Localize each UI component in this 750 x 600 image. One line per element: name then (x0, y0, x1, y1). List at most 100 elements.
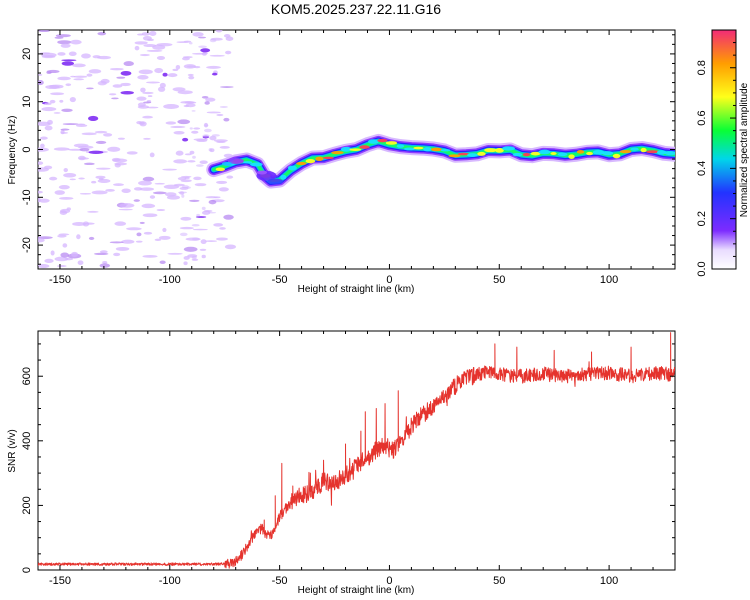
spectrogram-noise-patch (96, 167, 111, 170)
spectrogram-noise-patch (54, 256, 69, 262)
spectrogram-ridge-core (250, 162, 263, 167)
spectrogram-noise-patch (172, 68, 179, 72)
spectrogram-noise-patch (204, 124, 209, 127)
spectrogram-ridge-core (287, 165, 297, 171)
snr-x-tick-label: 50 (493, 575, 505, 587)
spectrogram-noise-patch (215, 30, 223, 33)
spectrogram-noise-patch (60, 43, 71, 48)
spectrogram-noise-patch (183, 261, 188, 266)
spectrogram-ridge-core (592, 150, 605, 155)
spectrogram-noise-patch (64, 257, 74, 261)
spectrogram-x-tick-label: 0 (386, 274, 392, 286)
spectrogram-noise-patch (109, 241, 124, 244)
spectrogram-noise-patch (192, 32, 204, 37)
spectrogram-noise-patch (189, 41, 193, 45)
spectrogram-noise-patch (191, 130, 199, 134)
spectrogram-noise-patch (205, 97, 216, 102)
spectrogram-noise-patch (208, 199, 217, 205)
spectrogram-noise-patch (186, 65, 195, 68)
spectrogram-noise-patch (88, 150, 104, 154)
spectrogram-ridge-core (586, 151, 593, 156)
spectrogram-ridge-core (413, 146, 424, 150)
spectrogram-noise-patch (86, 73, 93, 77)
spectrogram-noise-patch (213, 139, 228, 143)
spectrogram-noise-patch (56, 265, 67, 268)
spectrogram-noise-patch (193, 65, 201, 69)
spectrogram-noise-patch (164, 192, 177, 197)
spectrogram-noise-patch (141, 32, 150, 36)
spectrogram-noise-patch (209, 38, 217, 43)
spectrogram-noise-patch (177, 119, 191, 125)
spectrogram-noise-patch (112, 158, 128, 163)
snr-y-tick-label: 0 (21, 567, 33, 573)
spectrogram-noise-patch (181, 175, 192, 178)
spectrogram-ridge-core (396, 144, 405, 148)
spectrogram-noise-patch (97, 31, 107, 36)
colorbar-tick-label: 0.6 (696, 110, 708, 125)
spectrogram-ridge-core (612, 153, 621, 159)
spectrogram-ridge-core (522, 152, 531, 157)
spectrogram-ridge-core (215, 167, 226, 172)
spectrogram-noise-patch (198, 36, 207, 39)
spectrogram-ridge-core (640, 147, 647, 153)
spectrogram-noise-patch (165, 121, 177, 125)
spectrogram-noise-patch (138, 69, 153, 75)
spectrogram-noise-patch (162, 227, 167, 233)
spectrogram-noise-patch (189, 150, 195, 155)
spectrogram-noise-patch (60, 128, 70, 131)
spectrogram-noise-patch (208, 148, 213, 152)
colorbar-label: Normalized spectral amplitude (739, 82, 750, 217)
spectrogram-ridge-core (646, 150, 660, 154)
spectrogram-noise-patch (162, 72, 168, 77)
spectrogram-noise-patch (202, 52, 208, 55)
spectrogram-noise-patch (91, 190, 108, 195)
spectrogram-noise-patch (137, 105, 150, 109)
spectrogram-noise-patch (77, 260, 84, 266)
spectrogram-ridge-core (630, 147, 639, 151)
spectrogram-noise-patch (119, 203, 135, 208)
spectrogram-noise-patch (177, 191, 187, 194)
spectrogram-noise-patch (113, 252, 121, 257)
spectrogram-noise-patch (120, 82, 131, 87)
spectrogram-ridge-core (349, 148, 362, 151)
spectrogram-ridge-core (305, 158, 316, 164)
colorbar-tick-label: 0.2 (696, 211, 708, 226)
spectrogram-noise-patch (158, 235, 171, 240)
spectrogram-noise-patch (223, 117, 230, 122)
spectrogram-noise-patch (143, 231, 153, 235)
spectrogram-ridge-core (550, 152, 557, 155)
snr-chart: -150 -100 -50 0 50 100 0 200 400 600 Height of st… (7, 330, 676, 596)
spectrogram-noise-patch (139, 121, 147, 127)
spectrogram-noise-patch (180, 179, 192, 183)
spectrogram-noise-patch (216, 113, 224, 117)
spectrogram-noise-patch (141, 203, 156, 209)
spectrogram-ridge-core (296, 161, 307, 166)
spectrogram-noise-patch (143, 101, 152, 104)
spectrogram-noise-patch (87, 210, 99, 213)
spectrogram-noise-patch (192, 155, 196, 159)
spectrogram-ridge-feature (227, 157, 244, 164)
spectrogram-noise-patch (108, 93, 117, 96)
spectrogram-noise-patch (215, 237, 228, 241)
spectrogram-noise-patch (38, 30, 51, 33)
spectrogram-noise-patch (120, 70, 132, 76)
spectrogram-ridge-core (315, 156, 324, 161)
spectrogram-ridge-core (484, 148, 497, 153)
spectrogram-noise-patch (59, 99, 64, 103)
spectrogram-noise-patch (156, 55, 166, 61)
spectrogram-ridge-core (530, 151, 541, 156)
spectrogram-noise-patch (194, 183, 207, 187)
snr-x-tick-label: -100 (159, 575, 181, 587)
spectrogram-noise-patch (219, 227, 226, 230)
spectrogram-noise-patch (156, 208, 166, 212)
spectrogram-noise-patch (154, 67, 164, 74)
spectrogram-noise-patch (53, 112, 61, 114)
spectrogram-noise-patch (54, 190, 66, 195)
spectrogram-ridge-core (576, 149, 585, 154)
spectrogram-x-tick-label: 100 (600, 274, 618, 286)
spectrogram-noise-patch (196, 213, 201, 217)
spectrogram-y-tick-label: -10 (21, 189, 33, 205)
spectrogram-noise-patch (201, 206, 206, 210)
snr-y-tick-label: 400 (21, 432, 33, 450)
